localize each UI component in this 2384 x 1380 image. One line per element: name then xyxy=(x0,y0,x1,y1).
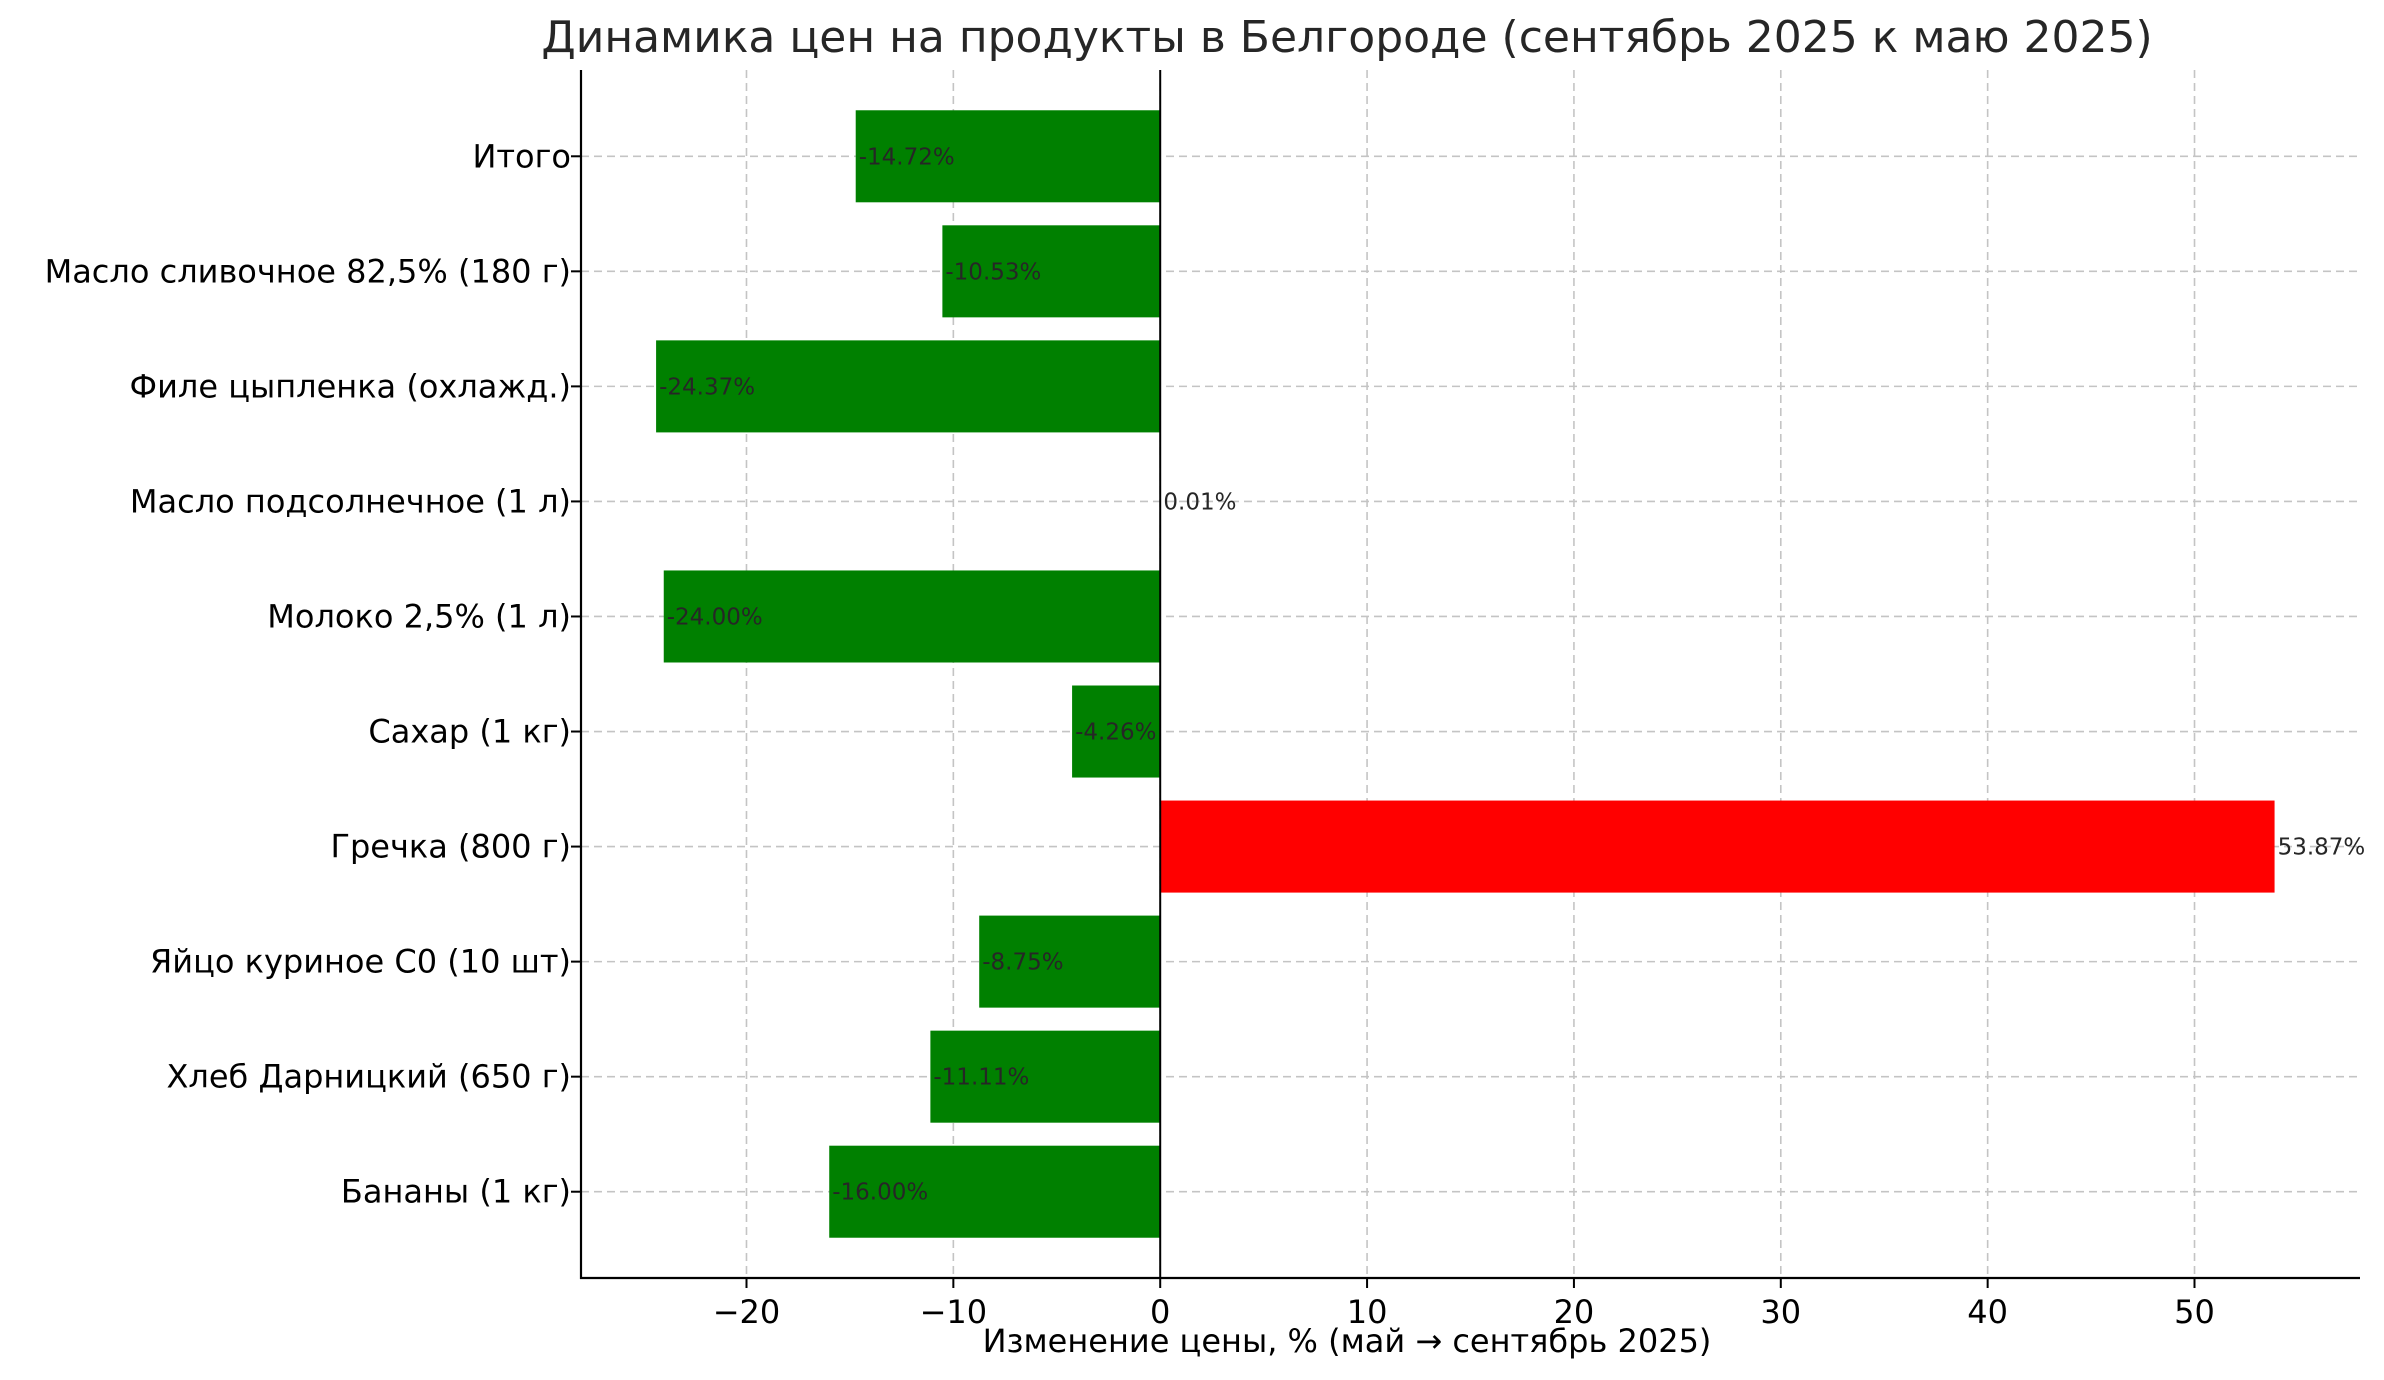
y-tick-label: Сахар (1 кг) xyxy=(368,713,571,751)
bar xyxy=(942,225,1161,318)
bars-layer xyxy=(656,110,2275,1238)
data-label: -11.11% xyxy=(933,1065,1029,1091)
data-label: 0.01% xyxy=(1163,489,1236,515)
x-tick-label: 30 xyxy=(1760,1293,1801,1331)
data-label: -24.37% xyxy=(659,374,755,400)
y-tick-label: Хлеб Дарницкий (650 г) xyxy=(166,1058,571,1096)
y-tick-label: Молоко 2,5% (1 л) xyxy=(267,597,571,635)
x-axis-label: Изменение цены, % (май → сентябрь 2025) xyxy=(983,1322,1712,1360)
y-tick-label: Масло сливочное 82,5% (180 г) xyxy=(45,252,571,290)
data-label: -24.00% xyxy=(667,604,763,630)
chart-title: Динамика цен на продукты в Белгороде (се… xyxy=(541,12,2152,63)
bar xyxy=(855,110,1161,203)
y-tick-label: Бананы (1 кг) xyxy=(341,1173,571,1211)
y-tick-label: Итого xyxy=(472,137,571,175)
y-tick-label: Масло подсолнечное (1 л) xyxy=(130,482,571,520)
data-label: -14.72% xyxy=(859,144,955,170)
data-labels-layer: -16.00% -11.11% -8.75% 53.87% -4.26% -24.00% 0… xyxy=(659,144,2365,1205)
data-label: -16.00% xyxy=(832,1180,928,1206)
bar xyxy=(979,915,1161,1008)
grid-layer xyxy=(581,70,2360,1278)
data-label: -8.75% xyxy=(982,950,1063,976)
x-tick-label: 50 xyxy=(2174,1293,2215,1331)
x-tick-label: 10 xyxy=(1347,1293,1388,1331)
bar xyxy=(663,570,1161,663)
data-label: -4.26% xyxy=(1075,720,1156,746)
data-label: 53.87% xyxy=(2278,835,2366,861)
y-tick-label: Гречка (800 г) xyxy=(330,828,571,866)
axes-layer: −20 −10 0 10 20 30 40 50 Бананы (1 кг) Хлеб Дарни… xyxy=(45,70,2360,1331)
y-tick-label: Яйцо куриное С0 (10 шт) xyxy=(150,943,571,981)
bar xyxy=(930,1030,1161,1123)
bar xyxy=(1160,800,2275,893)
x-tick-label: 0 xyxy=(1150,1293,1170,1331)
x-tick-label: −20 xyxy=(713,1293,781,1331)
bar xyxy=(1072,685,1161,778)
x-tick-label: 40 xyxy=(1967,1293,2008,1331)
data-label: -10.53% xyxy=(945,259,1041,285)
x-tick-label: 20 xyxy=(1554,1293,1595,1331)
bar xyxy=(829,1145,1161,1238)
x-tick-label: −10 xyxy=(920,1293,988,1331)
y-tick-label: Филе цыпленка (охлажд.) xyxy=(130,367,571,405)
bar xyxy=(656,340,1161,433)
